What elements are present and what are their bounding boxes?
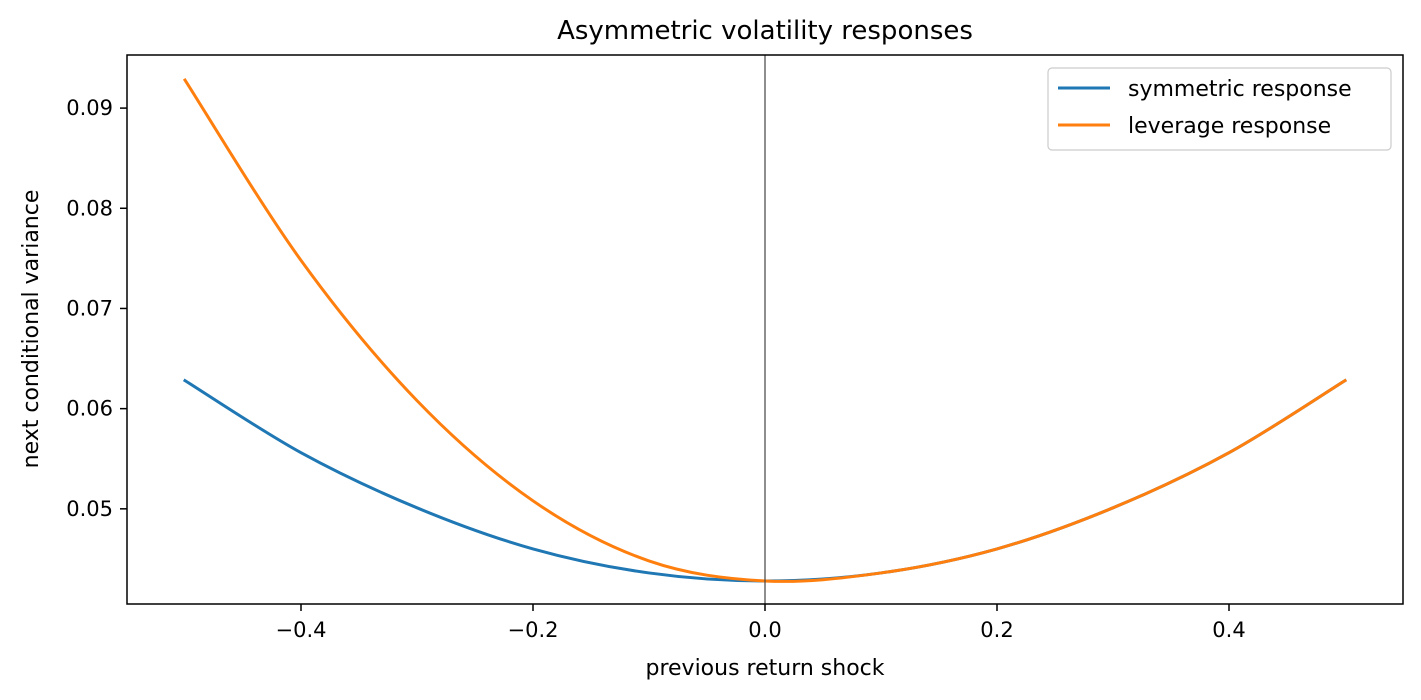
legend-label-symmetric: symmetric response — [1128, 77, 1352, 102]
y-tick-label: 0.08 — [66, 196, 113, 220]
y-tick-label: 0.09 — [66, 96, 113, 120]
legend-label-leverage: leverage response — [1128, 114, 1331, 139]
x-axis-label: previous return shock — [645, 656, 884, 681]
chart-title: Asymmetric volatility responses — [557, 16, 973, 46]
series-line-leverage — [182, 77, 1348, 583]
y-axis-label: next conditional variance — [19, 190, 44, 469]
x-tick-label: 0.4 — [1212, 618, 1245, 642]
x-tick-label: −0.2 — [508, 618, 559, 642]
y-axis-ticks: 0.05 0.06 0.07 0.08 0.09 — [66, 96, 127, 521]
x-tick-label: 0.2 — [980, 618, 1013, 642]
x-axis-ticks: −0.4 −0.2 0.0 0.2 0.4 — [276, 604, 1246, 642]
y-tick-label: 0.07 — [66, 296, 113, 320]
legend: symmetric response leverage response — [1047, 67, 1392, 151]
x-tick-label: 0.0 — [748, 618, 781, 642]
y-tick-label: 0.06 — [66, 397, 113, 421]
x-tick-label: −0.4 — [276, 618, 327, 642]
legend-box — [1047, 67, 1392, 151]
y-tick-label: 0.05 — [66, 497, 113, 521]
